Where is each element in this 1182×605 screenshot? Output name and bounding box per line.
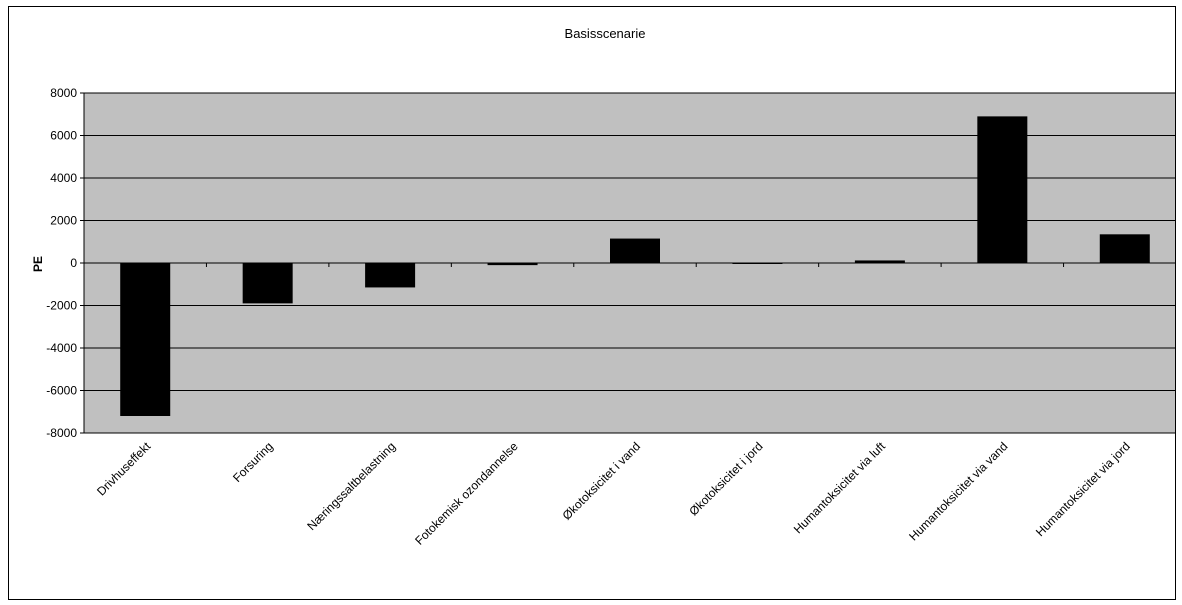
y-tick-label: 0	[70, 256, 77, 270]
x-tick-label: Drivhuseffekt	[94, 439, 154, 499]
x-tick-label: Forsuring	[230, 439, 276, 485]
y-tick-label: -6000	[46, 384, 77, 398]
y-tick-label: -4000	[46, 341, 77, 355]
y-axis-label: PE	[31, 256, 45, 272]
bar-0	[120, 263, 171, 416]
y-tick-label: 4000	[50, 171, 77, 185]
bar-1	[242, 263, 293, 304]
x-tick-label: Humantoksicitet via luft	[791, 439, 889, 537]
bar-4	[610, 238, 660, 263]
bar-chart: Basisscenarie PE 8000 6000 4000 2000 0 -2000 -…	[31, 26, 1175, 548]
bar-3	[487, 263, 538, 266]
x-tick-label: Fotokemisk ozondannelse	[412, 439, 521, 548]
x-tick-label: Humantoksicitet via vand	[906, 439, 1010, 543]
x-tick-label: Humantoksicitet via jord	[1033, 439, 1133, 539]
bar-2	[365, 263, 416, 288]
y-tick-label: 6000	[50, 129, 77, 143]
chart-frame: Basisscenarie PE 8000 6000 4000 2000 0 -2000 -…	[8, 6, 1176, 600]
x-tick-label: Økotoksicitet i jord	[686, 439, 765, 518]
plot-area: 8000 6000 4000 2000 0 -2000 -4000 -6000 -8000 Dri…	[46, 86, 1175, 548]
x-tick-label: Økotoksicitet i vand	[560, 439, 643, 522]
x-tick-label: Næringssaltbelastning	[304, 439, 398, 533]
bar-6	[854, 260, 905, 263]
chart-title: Basisscenarie	[565, 26, 646, 41]
y-tick-label: -8000	[46, 426, 77, 440]
bar-8	[1099, 234, 1150, 263]
y-tick-label: -2000	[46, 299, 77, 313]
y-tick-label: 8000	[50, 86, 77, 100]
bar-7	[977, 116, 1028, 263]
y-tick-label: 2000	[50, 214, 77, 228]
